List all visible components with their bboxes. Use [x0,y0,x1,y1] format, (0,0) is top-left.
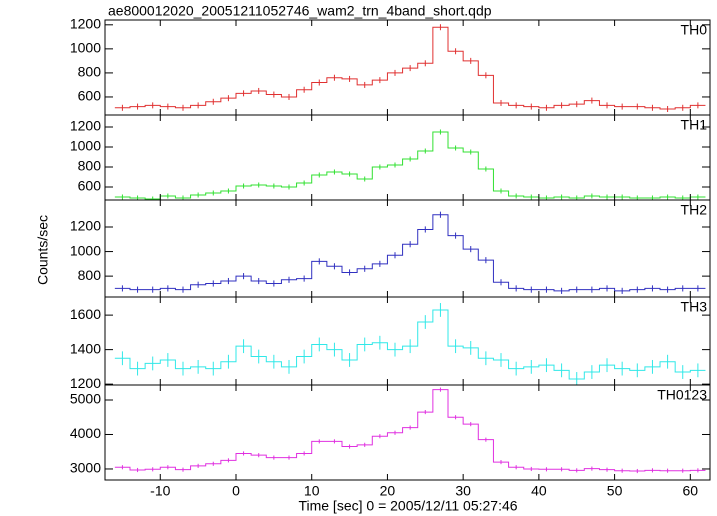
y-axis-label: Counts/sec [35,215,51,285]
x-tick-label: 30 [455,483,471,499]
y-tick-label: 1000 [70,242,101,258]
y-tick-label: 4000 [70,425,101,441]
y-tick-label: 1200 [70,218,101,234]
x-axis-label: Time [sec] 0 = 2005/12/11 05:27:46 [298,498,517,514]
x-tick-label: -10 [150,483,170,499]
y-tick-label: 1400 [70,340,101,356]
y-tick-label: 800 [78,64,102,80]
panel-label: TH0 [681,22,708,38]
panel-label: TH1 [681,117,708,133]
x-tick-label: 0 [232,483,240,499]
x-tick-label: 60 [683,483,699,499]
y-tick-label: 5000 [70,391,101,407]
y-tick-label: 1200 [70,118,101,134]
step-line [114,131,706,200]
x-tick-label: 10 [304,483,320,499]
y-tick-label: 1000 [70,40,101,56]
y-tick-label: 600 [78,88,102,104]
panel-frame [104,19,711,116]
y-tick-label: 800 [78,267,102,283]
x-tick-label: 50 [607,483,623,499]
y-tick-label: 800 [78,158,102,174]
step-line [114,26,706,110]
step-line [114,389,706,472]
panel-label: TH3 [681,299,708,315]
y-tick-label: 1000 [70,138,101,154]
chart-title: ae800012020_20051211052746_wam2_trn_4ban… [108,3,492,19]
y-tick-label: 3000 [70,460,101,476]
y-tick-label: 1200 [70,375,101,391]
y-tick-label: 600 [78,178,102,194]
step-line [114,214,706,292]
x-tick-label: 40 [531,483,547,499]
y-tick-label: 1600 [70,306,101,322]
panel-frame [104,199,711,298]
panel-label: TH2 [681,202,708,218]
panel-frame [104,114,711,201]
panel-frame [104,384,711,481]
y-tick-label: 1200 [70,16,101,32]
x-tick-label: 20 [380,483,396,499]
panel-label: TH0123 [657,387,707,403]
panel-frame [104,296,711,386]
